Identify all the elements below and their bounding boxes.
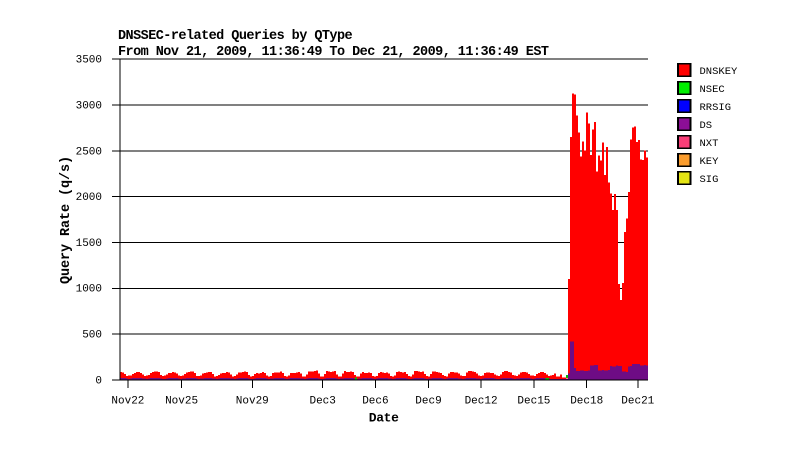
svg-text:Dec18: Dec18 <box>570 395 603 407</box>
svg-text:Nov25: Nov25 <box>165 395 198 407</box>
svg-text:1000: 1000 <box>76 284 102 296</box>
svg-text:3000: 3000 <box>76 100 102 112</box>
svg-text:Nov22: Nov22 <box>111 395 144 407</box>
svg-text:Nov29: Nov29 <box>236 395 269 407</box>
svg-text:Query Rate (q/s): Query Rate (q/s) <box>59 156 74 284</box>
svg-text:NSEC: NSEC <box>700 84 725 96</box>
svg-text:1500: 1500 <box>76 238 102 250</box>
svg-text:Dec21: Dec21 <box>621 395 654 407</box>
svg-text:NXT: NXT <box>700 138 719 150</box>
svg-text:DS: DS <box>700 120 713 132</box>
svg-text:Dec12: Dec12 <box>465 395 498 407</box>
svg-text:DNSKEY: DNSKEY <box>700 66 739 78</box>
svg-text:3500: 3500 <box>76 55 102 67</box>
svg-text:RRSIG: RRSIG <box>700 102 732 114</box>
svg-text:2500: 2500 <box>76 146 102 158</box>
svg-text:500: 500 <box>82 330 102 342</box>
svg-text:SIG: SIG <box>700 174 719 186</box>
svg-text:Dec6: Dec6 <box>362 395 388 407</box>
svg-text:2000: 2000 <box>76 192 102 204</box>
svg-text:Dec3: Dec3 <box>309 395 335 407</box>
svg-text:From Nov 21, 2009, 11:36:49 To: From Nov 21, 2009, 11:36:49 To Dec 21, 2… <box>118 45 549 60</box>
svg-text:Date: Date <box>369 410 399 425</box>
svg-text:DNSSEC-related Queries by QTyp: DNSSEC-related Queries by QType <box>118 29 353 44</box>
svg-text:Dec15: Dec15 <box>517 395 550 407</box>
svg-text:0: 0 <box>95 375 102 387</box>
svg-text:KEY: KEY <box>700 156 720 168</box>
svg-text:Dec9: Dec9 <box>415 395 441 407</box>
